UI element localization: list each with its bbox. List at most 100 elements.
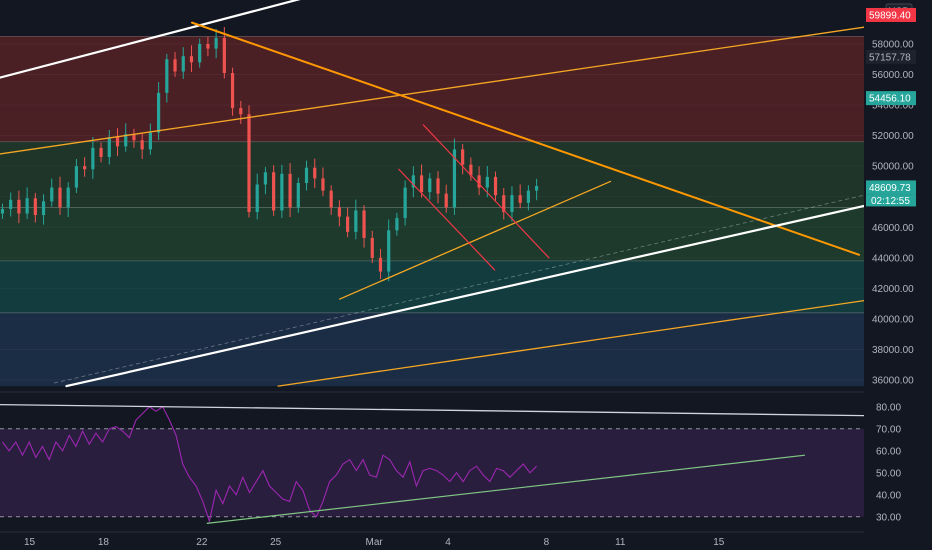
candle-up	[165, 59, 169, 93]
candle-up	[296, 182, 300, 208]
date-tick-label: 25	[270, 537, 282, 548]
candle-down	[222, 37, 226, 74]
candle-up	[107, 137, 111, 158]
trendline	[191, 21, 861, 256]
candle-down	[83, 166, 87, 170]
price-tick-label: 54000.00	[872, 101, 914, 112]
price-tag	[866, 180, 916, 195]
candle-up	[255, 184, 259, 212]
countdown-label: 02:12:55	[871, 196, 910, 207]
date-tick-label: 4	[445, 537, 451, 548]
candle-up	[91, 147, 95, 170]
rsi-tick-label: 50.00	[876, 468, 901, 479]
candle-down	[132, 134, 136, 141]
price-tick-label: 42000.00	[872, 284, 914, 295]
date-tick-label: Mar	[366, 537, 384, 548]
price-zone	[0, 312, 864, 387]
candle-down	[206, 44, 210, 49]
price-tick-label: 52000.00	[872, 131, 914, 142]
price-tag	[866, 49, 916, 64]
candle-up	[411, 175, 415, 188]
candle-down	[115, 137, 120, 147]
candle-up	[124, 134, 128, 147]
trendline	[65, 204, 866, 388]
date-tick-label: 11	[615, 537, 626, 548]
date-tick-label: 8	[544, 537, 550, 548]
candle-up	[395, 218, 399, 231]
rsi-tick-label: 70.00	[876, 424, 901, 435]
price-tag	[866, 7, 916, 22]
candle-down	[378, 257, 383, 272]
price-tag-label: 59899.40	[869, 10, 911, 21]
rsi-trendline	[206, 454, 805, 524]
candle-down	[370, 237, 374, 258]
price-tick-label: 40000.00	[872, 314, 914, 325]
candle-up	[485, 176, 489, 188]
rsi-band	[0, 428, 864, 517]
price-zone	[0, 141, 864, 208]
price-tick-label: 58000.00	[872, 40, 914, 51]
candle-down	[189, 56, 194, 63]
candle-down	[313, 167, 317, 179]
candles	[0, 27, 539, 282]
candle-up	[198, 44, 202, 63]
rsi-tick-label: 30.00	[876, 512, 901, 523]
trendline	[277, 299, 865, 387]
candle-up	[50, 187, 54, 202]
candle-up	[9, 199, 13, 209]
candle-down	[346, 216, 350, 232]
countdown-tag	[866, 194, 916, 207]
candle-down	[239, 108, 243, 115]
rsi-pane	[0, 403, 865, 524]
candle-down	[362, 210, 366, 238]
trendline	[0, 0, 301, 79]
candle-up	[148, 132, 152, 150]
candle-up	[0, 208, 5, 214]
candle-down	[272, 172, 276, 211]
candle-down	[33, 198, 37, 216]
candle-down	[230, 73, 235, 109]
candle-down	[477, 175, 481, 188]
price-zone	[0, 36, 864, 142]
trendline	[339, 180, 612, 300]
candle-down	[419, 175, 424, 193]
price-tag-label: 57157.78	[869, 52, 911, 63]
price-zone	[0, 260, 864, 313]
trendline	[398, 168, 496, 271]
price-tick-label: 44000.00	[872, 253, 914, 264]
candle-up	[387, 230, 391, 272]
candle-down	[99, 147, 103, 158]
candle-down	[502, 195, 506, 212]
candle-down	[493, 176, 498, 196]
candle-up	[41, 201, 46, 216]
price-tick-label: 36000.00	[872, 376, 914, 387]
date-tick-label: 18	[98, 537, 110, 548]
candle-down	[17, 199, 21, 214]
candle-down	[173, 59, 177, 72]
price-tick-label: 56000.00	[872, 70, 914, 81]
candle-up	[510, 195, 514, 212]
candle-up	[304, 167, 309, 183]
price-tag-label: 48609.73	[869, 183, 911, 194]
candle-up	[403, 187, 407, 219]
date-tick-label: 15	[713, 537, 725, 548]
time-axis-bg	[0, 532, 932, 550]
price-zone	[0, 207, 864, 261]
candle-up	[428, 178, 432, 193]
candle-up	[156, 92, 161, 133]
price-trendlines	[0, 0, 932, 393]
candle-up	[535, 186, 539, 191]
rsi-tick-label: 40.00	[876, 490, 901, 501]
trendline-dashed	[54, 194, 865, 384]
candle-down	[337, 207, 341, 217]
price-tag	[866, 91, 916, 106]
date-tick-label: 22	[196, 537, 208, 548]
candle-down	[58, 187, 62, 208]
price-grid	[0, 43, 864, 381]
rsi-tick-label: 60.00	[876, 446, 901, 457]
candle-down	[140, 140, 144, 150]
candle-up	[526, 190, 530, 203]
candle-down	[461, 149, 465, 165]
price-tick-label: 46000.00	[872, 223, 914, 234]
